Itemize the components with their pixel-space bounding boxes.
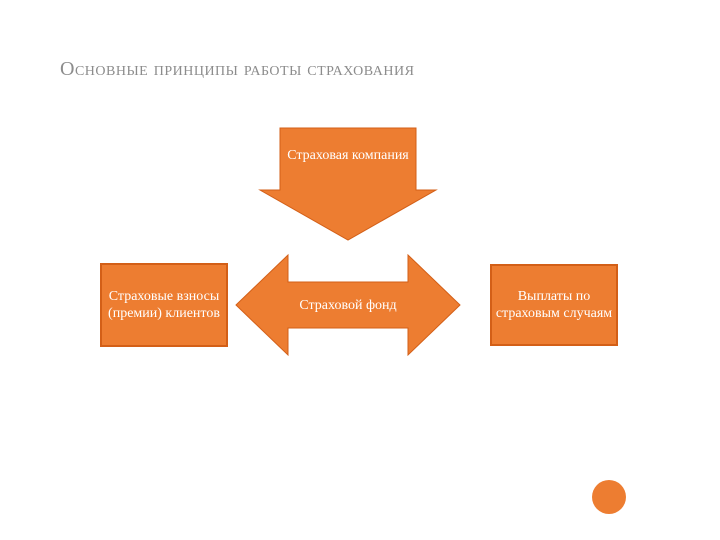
center-arrow-label: Страховой фонд xyxy=(273,296,423,316)
left-box: Страховые взносы (премии) клиентов xyxy=(100,263,228,347)
slide-title: Основные принципы работы страхования xyxy=(60,58,414,81)
right-box: Выплаты по страховым случаям xyxy=(490,264,618,346)
decorative-circle xyxy=(592,480,626,514)
top-arrow-label: Страховая компания xyxy=(283,134,413,178)
